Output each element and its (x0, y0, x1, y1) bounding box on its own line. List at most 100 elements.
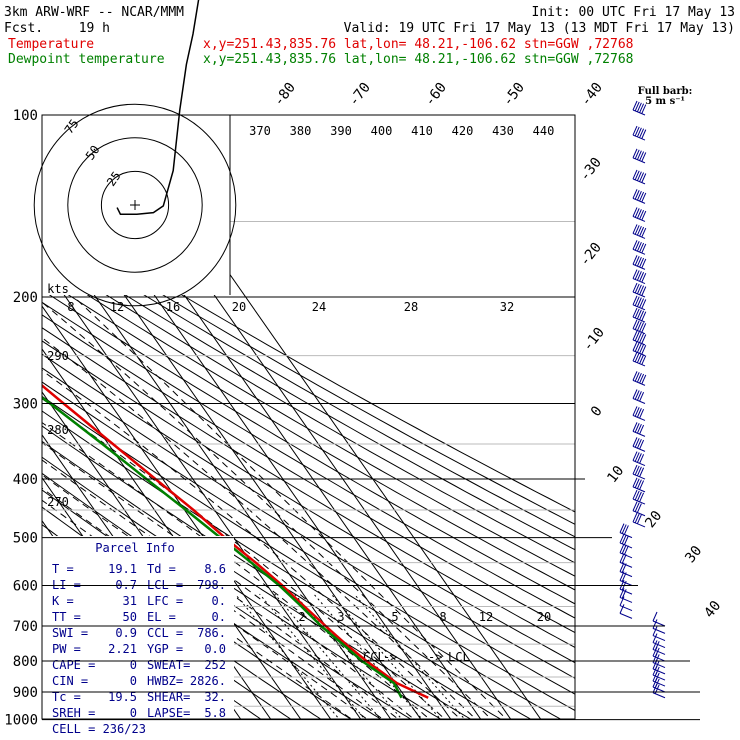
pressure-tick-label: 200 (13, 290, 38, 306)
svg-text:0: 0 (130, 658, 137, 672)
wind-barb (619, 553, 633, 568)
isotherm-label: 40 (701, 598, 724, 621)
parcel-info-row: TT = 50 EL = 0. (52, 610, 226, 624)
svg-text:SWEAT=: SWEAT= (147, 658, 190, 672)
theta-label: 390 (330, 124, 352, 138)
hodograph-ring (33, 103, 237, 307)
theta-label: 370 (249, 124, 271, 138)
parcel-info-row: SWI = 0.9 CCL = 786. (52, 626, 226, 640)
svg-text:19.1: 19.1 (108, 562, 137, 576)
svg-text:CCL =: CCL = (147, 626, 183, 640)
hodograph-trace (116, 0, 200, 215)
svg-text:0.: 0. (212, 594, 226, 608)
dewpoint-legend: Dewpoint temperature (8, 52, 165, 67)
dry-adiabat (42, 440, 472, 719)
pressure-tick-label: 900 (13, 685, 38, 701)
pressure-tick-label: 100 (13, 108, 38, 124)
isotherm-line (42, 305, 332, 719)
mixing-ratio-label: 20 (537, 610, 551, 624)
pressure-tick-label: 300 (13, 396, 38, 412)
lcl-arrow: -> (428, 650, 442, 664)
pressure-tick-label: 700 (13, 619, 38, 635)
init-time: Init: 00 UTC Fri 17 May 13 (532, 5, 736, 20)
svg-text:0: 0 (130, 706, 137, 720)
hodograph-x-tick: 16 (166, 300, 180, 314)
svg-text:2826.: 2826. (190, 674, 226, 688)
svg-text:252: 252 (204, 658, 226, 672)
model-title: 3km ARW-WRF -- NCAR/MMM (4, 5, 184, 20)
dry-adiabat (42, 367, 575, 695)
hodograph-ring-label: 75 (62, 117, 82, 137)
hodograph-ring (67, 137, 203, 273)
parcel-info-row: CIN = 0 HWBZ= 2826. (52, 674, 226, 688)
isotherm-label: 0 (588, 403, 606, 419)
isotherm-label: 20 (642, 508, 665, 531)
forecast-label: Fcst. (4, 21, 43, 36)
wind-barb (632, 295, 647, 311)
wind-barb (632, 464, 646, 480)
dry-adiabat (42, 410, 532, 719)
parcel-info-row: LI = 0.7 LCL = 798. (52, 578, 226, 592)
theta-label: 420 (452, 124, 474, 138)
hodograph-x-tick: 20 (232, 300, 246, 314)
mixing-ratio-label: 8 (439, 610, 446, 624)
wind-barb (632, 189, 647, 204)
wind-barb (632, 169, 647, 185)
parcel-info-row: K = 31 LFC = 0. (52, 594, 226, 608)
svg-text:LCL =: LCL = (147, 578, 183, 592)
svg-text:Td =: Td = (147, 562, 176, 576)
theta-label: 410 (411, 124, 433, 138)
moist-adiabat (42, 459, 399, 719)
pressure-tick-label: 1000 (4, 713, 38, 729)
svg-text:8.6: 8.6 (204, 562, 226, 576)
svg-text:YGP =: YGP = (147, 642, 183, 656)
mixing-ratio-line (313, 593, 423, 719)
mixing-ratio-label: 5 (391, 610, 398, 624)
isotherm-label: -70 (346, 80, 374, 110)
svg-text:LI =: LI = (52, 578, 81, 592)
moist-adiabat (42, 337, 477, 719)
wind-barb (632, 319, 647, 335)
wind-barb (632, 512, 646, 528)
parcel-info-title: Parcel Info (95, 541, 174, 555)
isotherm-label: -40 (578, 80, 606, 110)
wind-barb (632, 207, 647, 222)
hodograph-x-tick: 8 (67, 300, 74, 314)
barb-legend-title: Full barb: (638, 86, 693, 97)
isotherm-label: 30 (682, 543, 705, 566)
wind-barb (619, 604, 633, 619)
svg-text:31: 31 (123, 594, 137, 608)
isotherm-label: -10 (580, 325, 608, 355)
moist-adiabat (42, 421, 430, 719)
theta-label: 400 (371, 124, 393, 138)
dry-adiabat (42, 381, 575, 712)
wind-barb (632, 240, 647, 255)
svg-text:0.7: 0.7 (115, 578, 137, 592)
isotherm-label: -50 (500, 80, 528, 110)
pressure-tick-label: 400 (13, 472, 38, 488)
hodograph-ring-label: 25 (104, 169, 124, 189)
wind-barb (632, 451, 646, 467)
hodograph-x-tick: 28 (404, 300, 418, 314)
svg-text:50: 50 (123, 610, 137, 624)
barb-legend-units: 5 m s⁻¹ (645, 96, 685, 107)
wind-barb (632, 489, 646, 505)
svg-text:K =: K = (52, 594, 74, 608)
wind-barb (632, 255, 647, 270)
mixing-ratio-label: 12 (479, 610, 493, 624)
wind-barb (619, 588, 633, 603)
moist-adiabat (42, 442, 415, 719)
theta-label: 430 (492, 124, 514, 138)
svg-text:798.: 798. (197, 578, 226, 592)
svg-text:SWI =: SWI = (52, 626, 88, 640)
wind-barb (632, 282, 647, 298)
wind-barb (619, 533, 633, 549)
svg-text:5.8: 5.8 (204, 706, 226, 720)
pressure-tick-label: 500 (13, 531, 38, 547)
mixing-ratio-label: 3 (337, 610, 344, 624)
isotherm-label: 10 (604, 463, 627, 486)
wind-barb (632, 477, 646, 493)
wind-barb (632, 422, 646, 437)
dry-adiabat (42, 395, 562, 719)
wind-barb (652, 626, 666, 642)
